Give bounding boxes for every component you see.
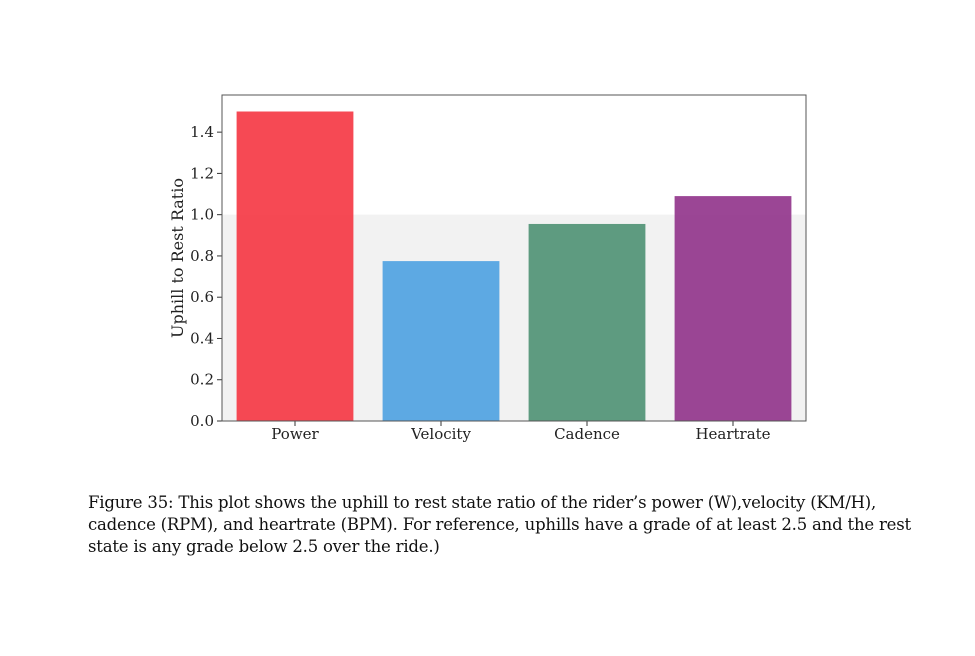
y-tick-label: 1.0 xyxy=(190,206,214,224)
y-tick-label: 0.0 xyxy=(190,412,214,430)
bar-power xyxy=(236,111,354,421)
figure-caption: Figure 35: This plot shows the uphill to… xyxy=(88,493,911,556)
x-tick-label: Velocity xyxy=(410,425,471,443)
bar-heartrate xyxy=(674,196,792,421)
y-tick-label: 1.4 xyxy=(190,123,214,141)
y-tick-label: 0.4 xyxy=(190,329,214,347)
y-tick-label: 0.8 xyxy=(190,247,214,265)
bar-velocity xyxy=(382,261,500,421)
x-tick-label: Heartrate xyxy=(695,425,770,443)
y-axis-label: Uphill to Rest Ratio xyxy=(168,178,187,338)
bar-chart: Power Velocity Cadence Heartrate 0.0 0.2 0.4 0.… xyxy=(168,94,807,443)
x-tick-label: Cadence xyxy=(554,425,620,443)
y-tick-label: 0.6 xyxy=(190,288,214,306)
y-tick-label: 0.2 xyxy=(190,371,214,389)
plot-frame xyxy=(221,94,807,422)
chart-container: Power Velocity Cadence Heartrate 0.0 0.2 0.4 0.… xyxy=(168,94,807,443)
y-tick-label: 1.2 xyxy=(190,164,214,182)
x-tick-label: Power xyxy=(271,425,319,443)
bar-cadence xyxy=(528,223,646,421)
